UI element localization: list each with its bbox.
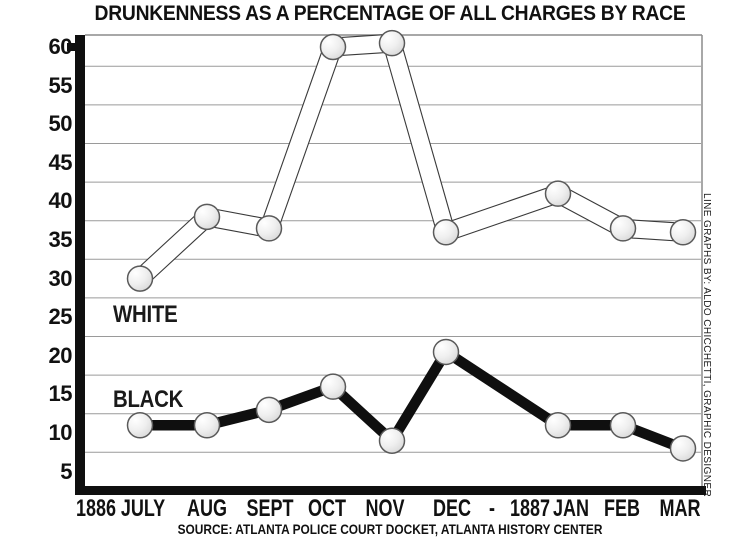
data-point-marker-white-aug bbox=[193, 203, 221, 231]
series-label-white: WHITE bbox=[113, 301, 178, 328]
x-tick-label-1887: 1887 bbox=[509, 495, 551, 522]
x-tick-label-oct: OCT bbox=[307, 495, 347, 522]
data-point-marker-white-jan bbox=[544, 180, 572, 207]
credit-note: LINE GRAPHS BY: ALDO CHICCHETTI, GRAPHIC… bbox=[701, 193, 712, 498]
data-point-marker-white-oct bbox=[319, 33, 347, 61]
black-series-line bbox=[140, 346, 685, 454]
data-point-marker-black-jan bbox=[544, 412, 572, 439]
x-tick-label-nov: NOV bbox=[365, 495, 405, 522]
y-tick-label-30: 30 bbox=[48, 265, 73, 291]
data-point-marker-black-dec bbox=[432, 338, 460, 366]
x-tick-label--: - bbox=[489, 495, 495, 522]
x-tick-label-sept: SEPT bbox=[246, 495, 294, 522]
y-axis-bar bbox=[75, 35, 85, 495]
x-tick-label-mar: MAR bbox=[659, 495, 701, 522]
chart-title: DRUNKENNESS AS A PERCENTAGE OF ALL CHARG… bbox=[94, 2, 686, 25]
data-point-marker-black-sept bbox=[255, 396, 283, 424]
y-axis-tick bbox=[67, 43, 75, 51]
data-point-marker-white-dec bbox=[432, 219, 460, 246]
data-point-marker-white-mar bbox=[669, 219, 697, 246]
data-point-marker-black-july bbox=[126, 412, 154, 439]
y-tick-label-45: 45 bbox=[48, 149, 73, 175]
y-tick-label-60: 60 bbox=[48, 34, 73, 59]
source-note: SOURCE: ATLANTA POLICE COURT DOCKET, ATL… bbox=[177, 521, 603, 537]
white-series-band-segment bbox=[259, 43, 343, 233]
y-tick-label-15: 15 bbox=[48, 381, 73, 407]
data-point-marker-white-nov bbox=[378, 29, 406, 57]
data-point-marker-white-feb bbox=[609, 215, 637, 242]
data-point-marker-black-feb bbox=[609, 412, 637, 439]
data-point-marker-white-july bbox=[126, 265, 154, 292]
y-tick-label-40: 40 bbox=[48, 188, 73, 214]
x-axis-bar bbox=[75, 486, 706, 495]
y-tick-label-50: 50 bbox=[48, 111, 73, 137]
white-series-band-segment bbox=[442, 184, 562, 242]
x-tick-label-dec: DEC bbox=[432, 495, 472, 522]
x-tick-label-1886: 1886 bbox=[75, 495, 117, 522]
data-point-marker-black-oct bbox=[319, 373, 347, 400]
y-tick-label-55: 55 bbox=[48, 72, 73, 98]
data-point-marker-black-nov bbox=[378, 427, 406, 454]
x-tick-label-july: JULY bbox=[120, 495, 166, 522]
x-tick-label-jan: JAN bbox=[552, 495, 590, 522]
x-tick-label-aug: AUG bbox=[186, 495, 228, 522]
y-tick-label-5: 5 bbox=[60, 458, 72, 484]
y-tick-label-25: 25 bbox=[48, 304, 73, 330]
y-tick-label-20: 20 bbox=[48, 342, 73, 368]
data-point-marker-black-aug bbox=[193, 412, 221, 439]
data-point-marker-black-mar bbox=[669, 435, 697, 462]
white-series-band-segment bbox=[382, 39, 456, 236]
data-point-marker-white-sept bbox=[255, 215, 283, 242]
y-tick-label-35: 35 bbox=[48, 227, 73, 252]
x-tick-label-feb: FEB bbox=[604, 495, 640, 522]
series-label-black: BLACK bbox=[113, 386, 184, 413]
y-tick-label-10: 10 bbox=[48, 420, 73, 445]
